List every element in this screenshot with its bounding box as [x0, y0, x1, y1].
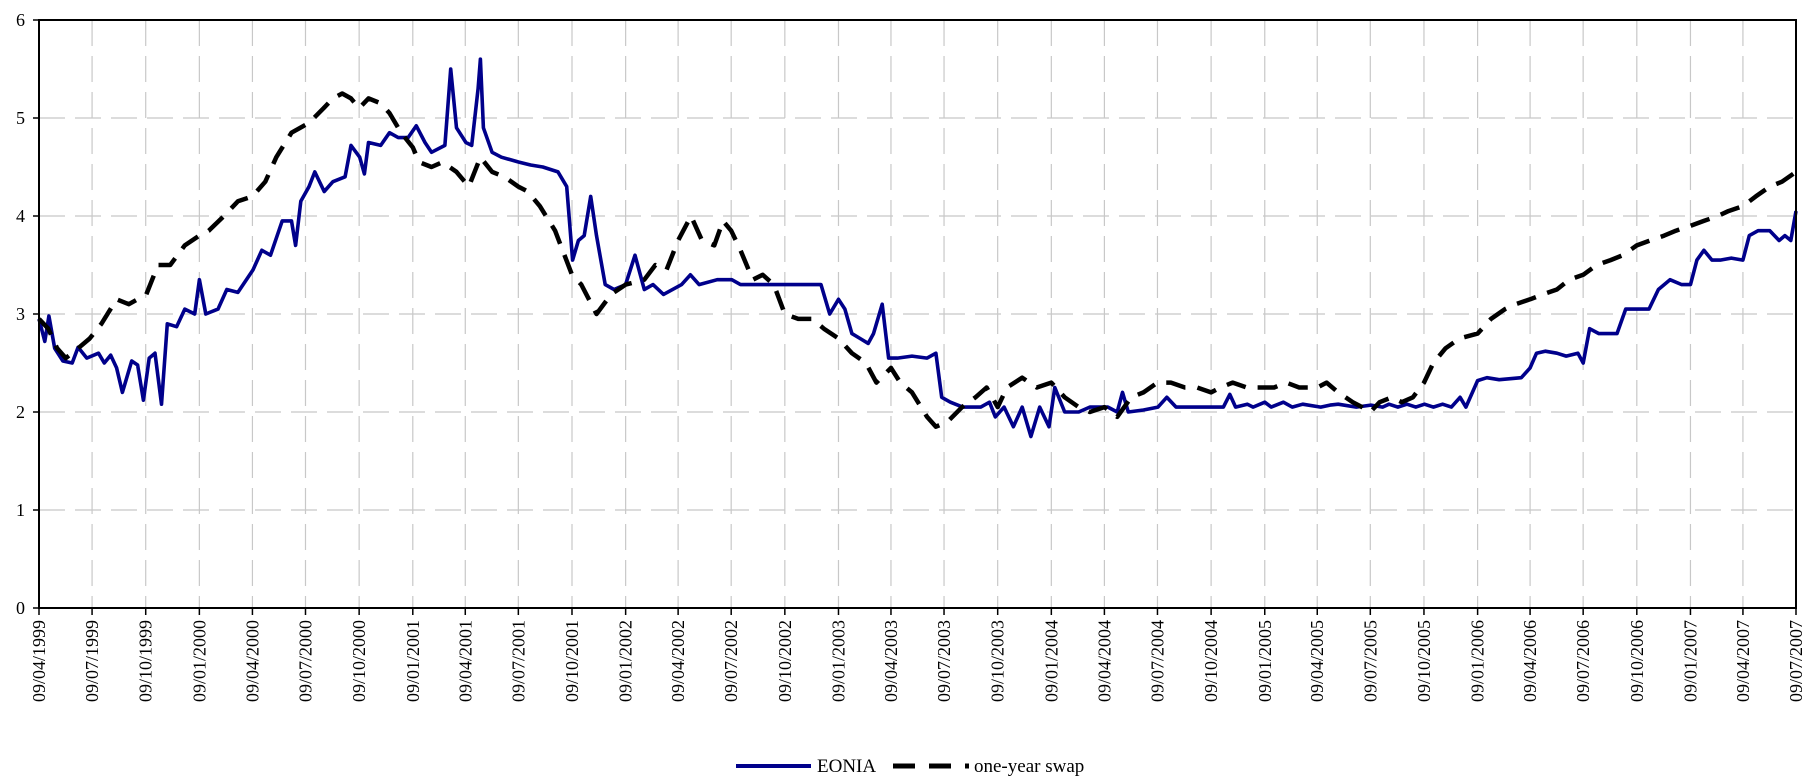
x-tick-label: 09/04/2007 [1733, 620, 1753, 702]
x-tick-label: 09/10/2006 [1627, 620, 1647, 702]
x-tick-label: 09/07/1999 [82, 620, 102, 702]
x-tick-label: 09/10/2004 [1201, 620, 1221, 702]
legend-label: EONIA [817, 756, 876, 777]
x-tick-label: 09/04/2003 [881, 620, 901, 702]
x-tick-label: 09/07/2000 [295, 620, 315, 702]
x-tick-label: 09/04/2005 [1307, 620, 1327, 702]
x-tick-label: 09/04/2000 [242, 620, 262, 702]
x-tick-label: 09/07/2001 [508, 620, 528, 702]
x-tick-label: 09/07/2005 [1360, 620, 1380, 702]
series-line-one-year-swap [37, 91, 1798, 429]
x-tick-label: 09/07/2004 [1147, 620, 1167, 702]
x-tick-label: 09/07/2003 [934, 620, 954, 702]
chart-axes: 0 1 2 3 4 5 6 09/04/1999 09/07/1999 09/10/1999 09/… [16, 10, 1806, 702]
x-tick-label: 09/04/2006 [1520, 620, 1540, 702]
y-tick-label: 1 [16, 500, 25, 520]
x-tick-label: 09/04/2001 [455, 620, 475, 702]
y-tick-label: 6 [16, 10, 25, 30]
x-tick-label: 09/01/2001 [403, 620, 423, 702]
y-tick-label: 0 [16, 598, 25, 618]
x-tick-label: 09/01/2003 [828, 620, 848, 702]
x-tick-label: 09/10/2001 [562, 620, 582, 702]
x-tick-label: 09/07/2006 [1573, 620, 1593, 702]
legend-label: one-year swap [974, 756, 1084, 777]
chart-legend: EONIA one-year swap [736, 756, 1084, 777]
x-tick-label: 09/04/2002 [668, 620, 688, 702]
x-tick-label: 09/10/2000 [349, 620, 369, 702]
x-tick-label: 09/04/1999 [29, 620, 49, 702]
x-tick-label: 09/10/2003 [988, 620, 1008, 702]
x-tick-label: 09/01/2002 [616, 620, 636, 702]
x-tick-label: 09/07/2007 [1786, 620, 1806, 702]
y-tick-label: 5 [16, 108, 25, 128]
y-tick-label: 2 [16, 402, 25, 422]
x-tick-label: 09/10/2002 [775, 620, 795, 702]
chart-series-group [37, 57, 1798, 439]
y-tick-label: 4 [16, 206, 25, 226]
y-tick-label: 3 [16, 304, 25, 324]
chart-gridlines [39, 20, 1796, 608]
series-line-eonia [37, 57, 1798, 439]
x-tick-label: 09/01/2004 [1041, 620, 1061, 702]
x-tick-label: 09/01/2006 [1468, 620, 1488, 702]
x-tick-label: 09/01/2005 [1255, 620, 1275, 702]
x-tick-label: 09/01/2000 [189, 620, 209, 702]
x-tick-label: 09/04/2004 [1094, 620, 1114, 702]
x-tick-label: 09/01/2007 [1680, 620, 1700, 702]
x-tick-label: 09/10/1999 [136, 620, 156, 702]
x-tick-label: 09/10/2005 [1414, 620, 1434, 702]
x-tick-label: 09/07/2002 [721, 620, 741, 702]
